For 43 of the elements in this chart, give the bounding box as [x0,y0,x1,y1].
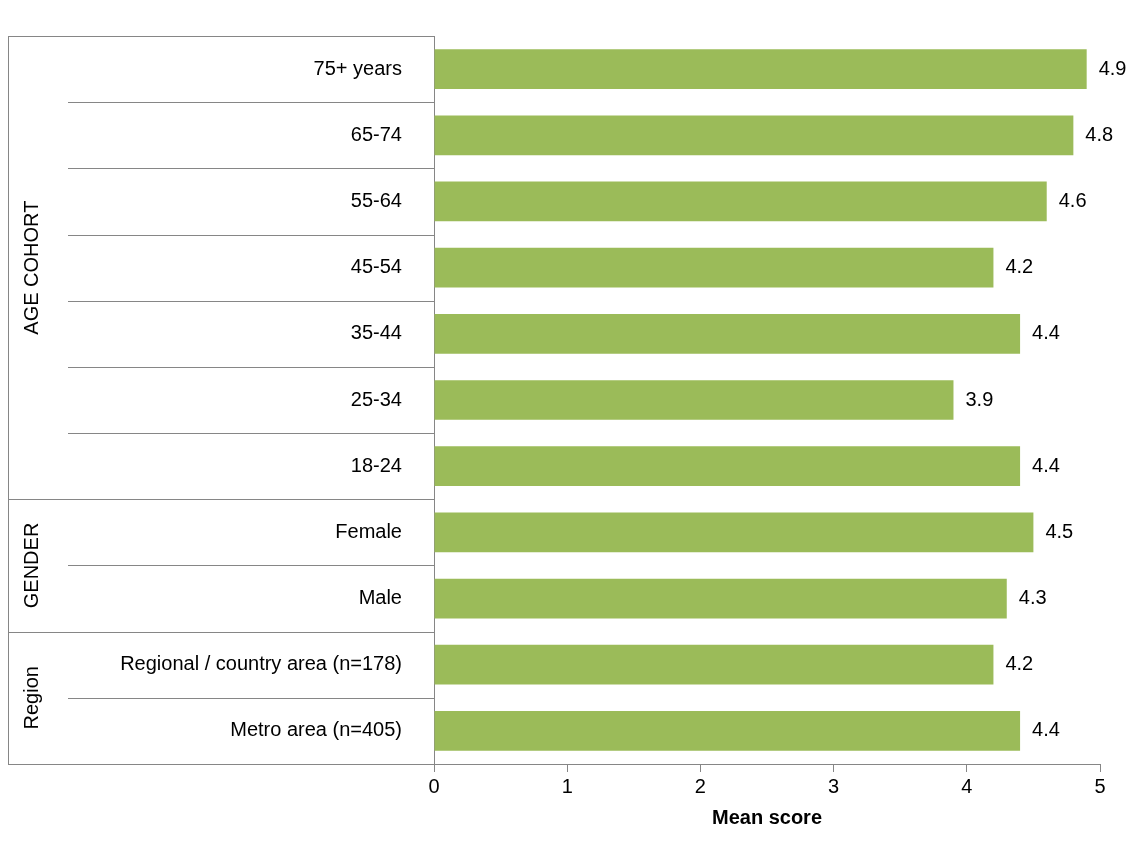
y-tick-label: Male [358,586,402,609]
data-label: 3.9 [965,387,994,410]
x-axis-title: Mean score [711,805,823,828]
y-tick-label: Female [335,519,402,542]
text: AGE COHORT [19,200,42,335]
data-label: 4.9 [1098,56,1127,79]
bar [434,578,1007,619]
x-tick-label: 5 [1094,774,1106,797]
y-tick-label: 25-34 [350,387,402,410]
data-label: 4.4 [1032,321,1060,344]
bar [434,380,954,420]
data-label: 4.2 [1005,652,1034,675]
text: GENDER [19,522,42,609]
y-tick-label: 35-44 [350,321,402,344]
y-tick-label: 45-54 [350,255,402,278]
x-tick-label: 3 [828,774,840,797]
y-tick-label: 75+ years [313,56,402,79]
text: Region [19,666,42,730]
data-label: 4.8 [1085,122,1114,145]
y-tick-label: Regional / country area (n=178) [120,652,402,675]
bar [434,644,994,685]
data-label: 4.4 [1032,718,1060,741]
x-tick-label: 4 [961,774,973,797]
bar [434,446,1021,487]
y-tick-label: 65-74 [350,122,402,145]
data-label: 4.3 [1018,586,1047,609]
bar [434,49,1087,89]
y-tick-label: Metro area (n=405) [230,718,402,741]
bar [434,181,1047,222]
x-tick-label: 1 [561,774,573,797]
x-tick-label: 2 [694,774,706,797]
y-tick-label: 18-24 [350,453,402,476]
bar [434,247,994,288]
data-label: 4.2 [1005,255,1034,278]
bar [434,711,1021,751]
y-tick-label: 55-64 [350,188,402,211]
data-label: 4.4 [1032,453,1060,476]
x-tick-label: 0 [428,774,440,797]
bar [434,115,1074,156]
data-label: 4.5 [1045,519,1074,542]
data-label: 4.6 [1058,188,1087,211]
bar [434,313,1021,354]
bar [434,512,1034,553]
